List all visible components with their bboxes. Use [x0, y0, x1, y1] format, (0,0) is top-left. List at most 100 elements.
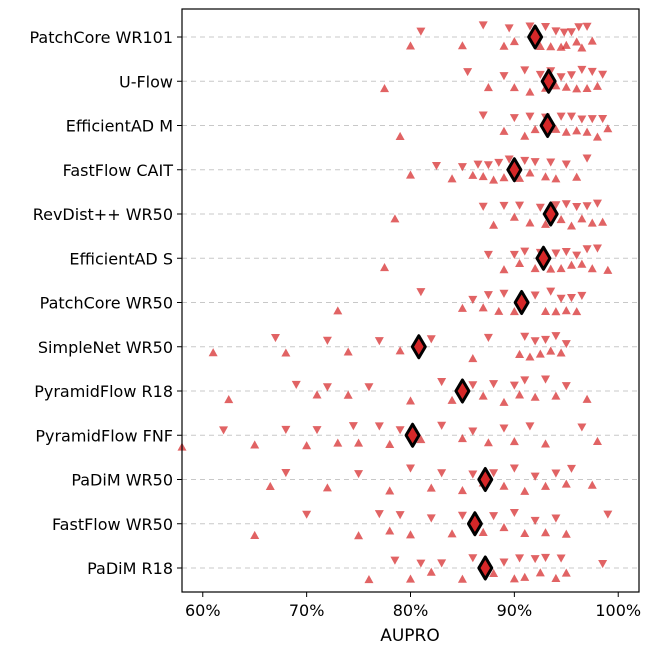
data-point-up [468, 353, 478, 363]
data-point-down [219, 426, 229, 435]
data-point-up [478, 391, 488, 400]
data-point-up [499, 41, 509, 50]
mean-marker [535, 245, 552, 271]
x-tick-label: 70% [289, 601, 325, 620]
data-point-down [457, 511, 467, 520]
data-point-up [509, 83, 519, 92]
data-point-down [556, 294, 566, 303]
data-point-up [530, 124, 540, 134]
data-point-down [598, 115, 608, 124]
data-point-down [530, 555, 540, 564]
grid-lines [182, 36, 639, 569]
data-point-down [551, 27, 561, 36]
data-point-up [572, 172, 582, 181]
data-point-down [468, 427, 478, 436]
data-point-down [582, 154, 592, 163]
data-point-up [499, 523, 509, 532]
data-point-up [566, 221, 576, 230]
data-point-down [577, 423, 587, 432]
data-point-up [525, 218, 535, 227]
data-point-up [566, 260, 576, 269]
data-point-up [395, 131, 405, 140]
data-point-up [551, 391, 561, 400]
data-point-down [483, 333, 493, 342]
data-point-down [374, 422, 384, 431]
data-point-down [541, 553, 551, 563]
data-point-up [561, 82, 571, 91]
data-point-down [598, 560, 608, 569]
data-point-up [577, 43, 587, 52]
plot-frame [181, 8, 640, 593]
data-point-down [437, 469, 447, 478]
data-point-down [603, 510, 613, 519]
data-point-down [582, 245, 592, 254]
data-point-down [530, 337, 540, 346]
data-point-up [561, 40, 571, 49]
y-tick-label: RevDist++ WR50 [33, 205, 173, 224]
data-point-down [509, 381, 519, 390]
data-point-down [468, 295, 478, 304]
data-point-up [535, 41, 545, 50]
data-point-up [390, 214, 400, 223]
mean-marker [513, 290, 530, 315]
data-point-up [333, 306, 343, 315]
mean-marker [527, 24, 544, 50]
data-point-up [354, 531, 364, 540]
data-point-up [572, 84, 582, 93]
y-tick-label: FastFlow CAIT [63, 161, 174, 180]
data-point-up [515, 390, 525, 399]
data-point-up [302, 441, 312, 450]
data-point-down [348, 422, 358, 431]
data-point-up [556, 263, 566, 273]
data-point-up [478, 527, 488, 536]
data-points [177, 21, 613, 584]
data-point-down [489, 380, 499, 389]
data-point-up [572, 37, 582, 46]
mean-marker [542, 201, 559, 227]
y-tick-label: PatchCore WR50 [40, 294, 173, 313]
data-point-down [509, 508, 519, 518]
data-point-down [395, 511, 405, 520]
data-point-up [520, 572, 530, 581]
data-point-up [582, 127, 592, 136]
mean-marker [454, 378, 471, 404]
data-point-down [463, 68, 473, 77]
data-point-up [499, 265, 509, 274]
data-point-down [551, 201, 561, 210]
data-point-down [437, 378, 447, 387]
data-point-down [520, 376, 530, 385]
data-point-down [520, 247, 530, 256]
data-point-up [541, 219, 551, 228]
data-point-down [473, 160, 483, 169]
data-point-up [582, 83, 592, 93]
data-point-down [561, 200, 571, 209]
data-point-up [281, 348, 291, 357]
data-point-up [515, 349, 525, 359]
data-point-up [535, 568, 545, 577]
data-point-up [489, 568, 499, 578]
data-point-down [499, 558, 509, 567]
data-point-down [364, 383, 374, 392]
data-point-up [333, 438, 343, 447]
data-point-up [546, 264, 556, 273]
data-point-up [525, 352, 535, 361]
data-point-down [483, 291, 493, 300]
data-point-up [551, 81, 561, 90]
data-point-down [525, 112, 535, 121]
data-point-up [447, 174, 457, 183]
data-point-down [416, 559, 426, 568]
data-point-down [566, 71, 576, 80]
data-point-up [478, 172, 488, 181]
data-point-down [582, 22, 592, 31]
data-point-down [478, 202, 488, 211]
data-point-up [577, 259, 587, 268]
data-point-up [457, 41, 467, 50]
x-tick-label: 80% [393, 601, 429, 620]
y-tick-label: EfficientAD M [66, 117, 173, 136]
data-point-down [520, 66, 530, 75]
data-point-down [281, 425, 291, 435]
data-point-down [291, 380, 301, 389]
y-tick-label: PatchCore WR101 [29, 28, 173, 47]
data-point-down [535, 203, 545, 212]
